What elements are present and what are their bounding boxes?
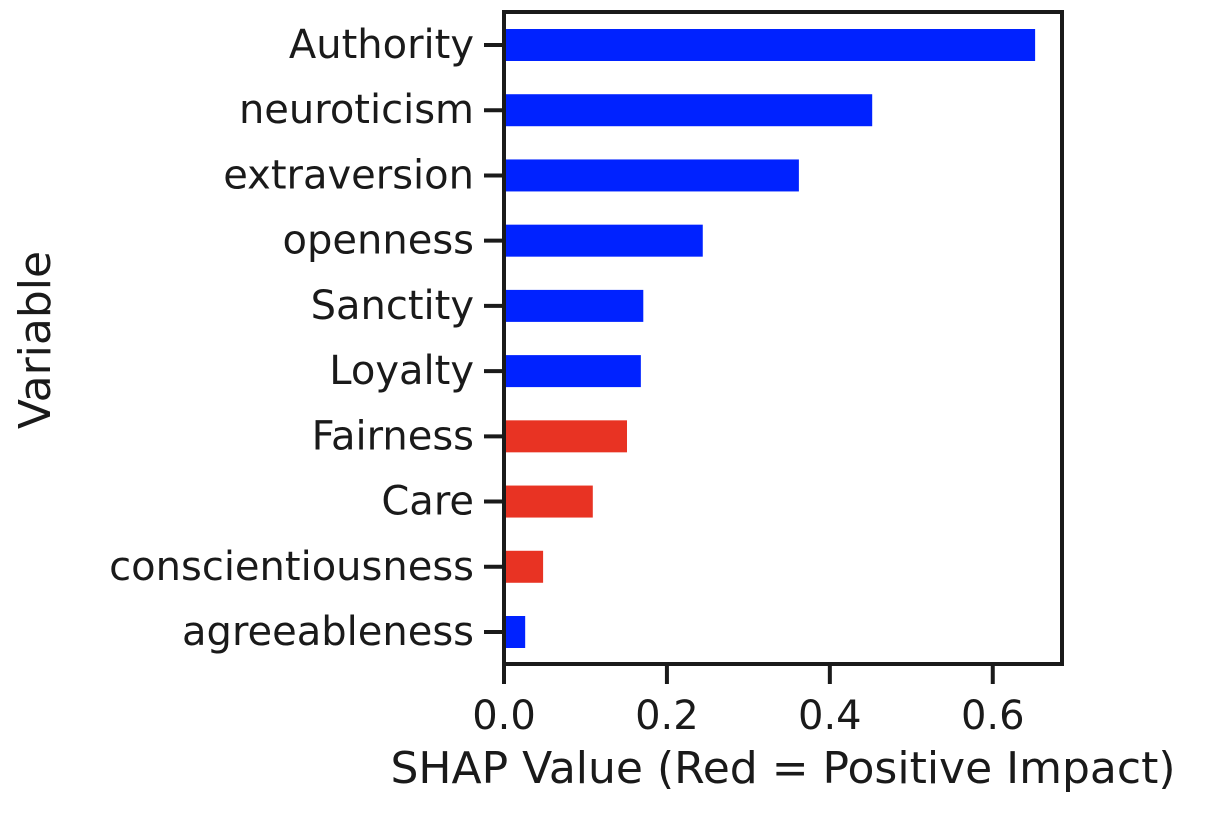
y-ticks-layer: Authority neuroticism extraversion openness…: [109, 22, 504, 655]
bar-authority: [504, 29, 1036, 61]
x-tick-label: 0.4: [798, 693, 862, 739]
bar-loyalty: [504, 355, 641, 388]
y-tick-label: neuroticism: [239, 87, 474, 133]
bar-openness: [504, 224, 703, 257]
x-tick-label: 0.0: [472, 693, 536, 739]
y-tick-label: Sanctity: [311, 283, 474, 329]
bar-conscientiousness: [504, 550, 544, 583]
y-tick-label: Authority: [289, 22, 474, 68]
bar-extraversion: [504, 159, 799, 192]
bar-agreeableness: [504, 616, 526, 648]
y-tick-label: Care: [381, 479, 474, 525]
x-axis-title: SHAP Value (Red = Positive Impact): [391, 743, 1176, 794]
x-tick-label: 0.6: [961, 693, 1025, 739]
bar-neuroticism: [504, 94, 873, 127]
bar-care: [504, 485, 593, 518]
y-tick-label: extraversion: [223, 152, 474, 198]
x-tick-label: 0.2: [635, 693, 699, 739]
y-tick-label: agreeableness: [182, 609, 474, 655]
plot-frame: [502, 10, 1064, 666]
y-tick-label: conscientiousness: [109, 544, 474, 590]
x-ticks-layer: 0.0 0.2 0.4 0.6: [472, 664, 1025, 739]
y-tick-label: Fairness: [312, 413, 474, 459]
y-tick-label: Loyalty: [329, 348, 474, 394]
y-tick-label: openness: [283, 218, 474, 264]
bars-layer: [504, 29, 1036, 648]
bar-sanctity: [504, 289, 644, 322]
y-axis-title: Variable: [10, 251, 61, 429]
bar-fairness: [504, 420, 628, 453]
